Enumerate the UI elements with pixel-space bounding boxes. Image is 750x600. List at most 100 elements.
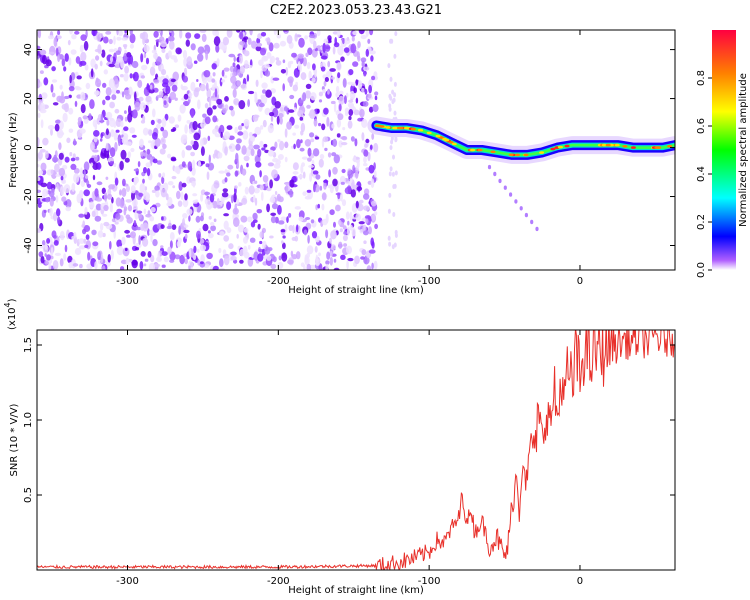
noise-speckle — [269, 235, 274, 239]
noise-speckle — [105, 31, 112, 35]
noise-speckle — [363, 205, 370, 211]
y-tick-label: 20 — [23, 92, 34, 105]
noise-speckle — [160, 137, 166, 146]
noise-speckle — [371, 262, 374, 270]
noise-speckle — [340, 181, 345, 185]
noise-speckle — [282, 242, 286, 250]
noise-speckle — [134, 91, 137, 102]
noise-speckle — [255, 161, 262, 168]
spectrogram-y-label: Frequency (Hz) — [8, 112, 19, 188]
noise-speckle — [308, 164, 315, 168]
noise-speckle — [306, 189, 312, 193]
noise-speckle — [74, 85, 81, 90]
noise-speckle — [167, 50, 172, 58]
noise-speckle — [361, 60, 365, 68]
noise-speckle — [97, 162, 101, 170]
noise-speckle — [55, 119, 61, 124]
noise-speckle — [74, 30, 80, 35]
signal-hotspot — [667, 144, 673, 148]
noise-speckle — [304, 254, 308, 263]
noise-speckle — [115, 197, 122, 207]
noise-speckle — [102, 99, 106, 106]
x-tick-label: 0 — [577, 576, 583, 587]
noise-speckle — [236, 138, 242, 144]
noise-speckle — [163, 100, 167, 106]
noise-speckle — [123, 73, 129, 82]
signal-branch-dot — [519, 206, 523, 211]
noise-speckle — [357, 117, 363, 122]
noise-speckle — [108, 38, 113, 45]
noise-speckle — [361, 249, 367, 256]
noise-speckle — [124, 229, 130, 234]
noise-speckle — [48, 190, 55, 198]
noise-speckle — [188, 248, 192, 258]
noise-speckle — [55, 195, 59, 203]
noise-speckle — [44, 253, 47, 257]
signal-hotspot — [490, 150, 496, 154]
noise-speckle — [147, 228, 150, 236]
noise-speckle — [241, 168, 247, 176]
noise-speckle — [150, 206, 156, 213]
noise-speckle — [161, 48, 166, 54]
noise-speckle — [355, 200, 359, 209]
signal-hotspot — [539, 151, 545, 154]
noise-speckle — [311, 77, 316, 83]
x-tick-label: -300 — [116, 276, 139, 287]
noise-speckle — [351, 36, 355, 42]
noise-speckle — [57, 30, 61, 35]
noise-speckle — [337, 192, 341, 200]
noise-speckle — [309, 132, 315, 138]
noise-speckle — [368, 84, 372, 94]
noise-speckle — [282, 83, 286, 92]
colorbar-label: Normalized spectral amplitude — [738, 73, 749, 227]
noise-speckle — [131, 259, 138, 269]
noise-speckle — [313, 183, 316, 193]
noise-speckle — [156, 94, 164, 98]
noise-speckle — [125, 214, 131, 220]
noise-speckle — [49, 199, 54, 207]
noise-speckle — [153, 79, 160, 84]
noise-speckle — [260, 94, 264, 99]
noise-speckle — [257, 223, 261, 230]
noise-speckle — [351, 227, 356, 237]
noise-speckle — [307, 147, 312, 157]
noise-speckle — [184, 258, 188, 265]
noise-speckle — [291, 52, 297, 58]
noise-speckle — [334, 37, 338, 45]
noise-speckle — [343, 47, 350, 53]
noise-speckle — [239, 248, 246, 257]
noise-speckle — [65, 206, 71, 212]
noise-speckle — [193, 132, 201, 141]
signal-hotspot — [601, 143, 607, 147]
noise-speckle — [329, 68, 336, 72]
noise-speckle — [204, 191, 211, 196]
noise-speckle — [52, 156, 59, 163]
noise-speckle — [178, 181, 183, 192]
snr-series-line — [37, 330, 675, 570]
noise-speckle — [208, 233, 214, 239]
noise-speckle — [87, 251, 91, 261]
noise-speckle — [323, 38, 329, 45]
noise-speckle — [42, 188, 49, 197]
noise-speckle — [168, 116, 175, 124]
noise-speckle — [76, 75, 82, 80]
noise-speckle — [287, 259, 294, 265]
noise-speckle — [125, 199, 132, 203]
noise-speckle — [63, 253, 67, 261]
noise-speckle — [184, 124, 188, 134]
noise-speckle — [40, 162, 47, 171]
signal-hotspot — [374, 124, 380, 127]
noise-speckle — [244, 59, 249, 69]
noise-speckle — [232, 62, 236, 68]
noise-speckle — [37, 163, 40, 168]
noise-speckle — [224, 146, 228, 156]
noise-speckle — [352, 164, 355, 173]
noise-speckle — [299, 116, 304, 121]
noise-speckle — [319, 185, 323, 191]
noise-speckle — [99, 138, 103, 142]
noise-speckle — [94, 215, 102, 222]
noise-speckle — [105, 142, 109, 152]
noise-speckle — [394, 233, 398, 238]
noise-speckle — [230, 75, 237, 84]
noise-speckle — [247, 244, 251, 250]
